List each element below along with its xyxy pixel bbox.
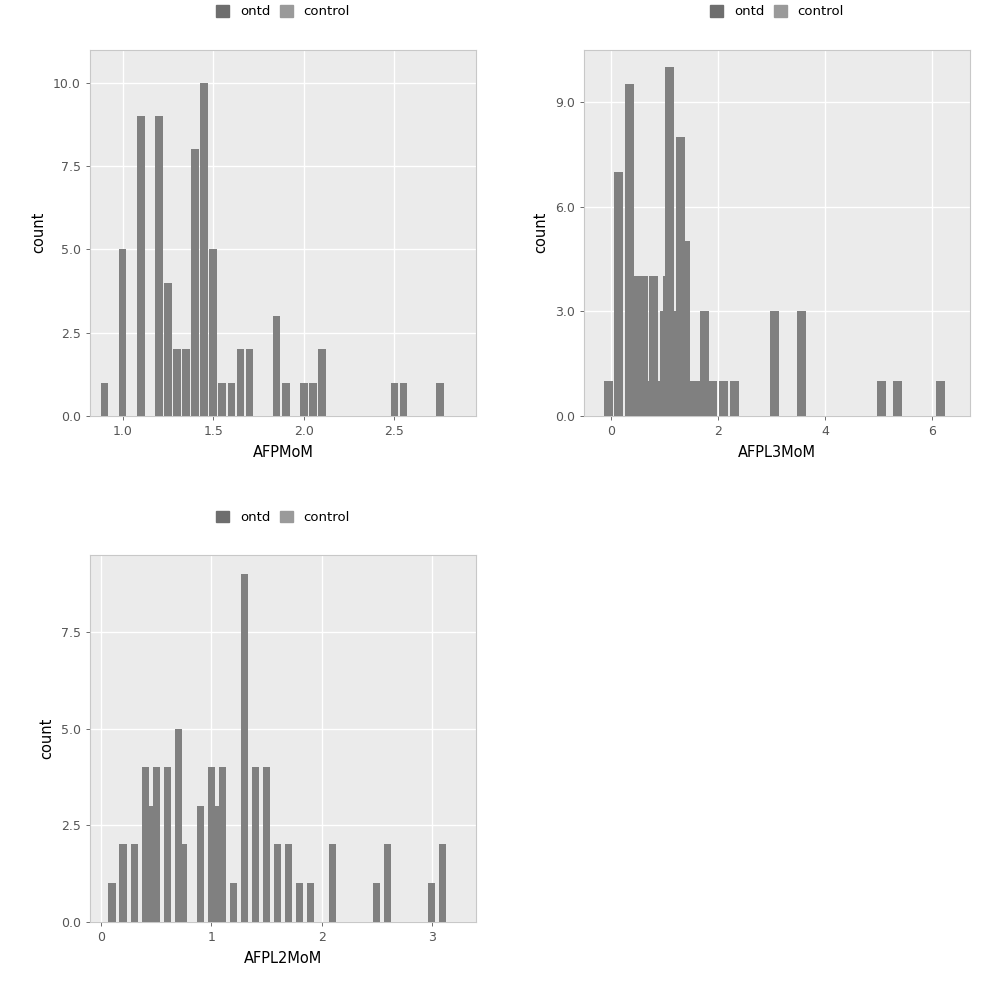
Bar	[101, 383, 108, 416]
Y-axis label: count: count	[39, 717, 54, 759]
Bar	[164, 767, 171, 922]
Bar	[391, 383, 398, 416]
Bar	[676, 137, 685, 416]
Bar	[252, 767, 259, 922]
Bar	[209, 250, 217, 416]
Bar	[893, 382, 902, 416]
Bar	[614, 171, 623, 416]
Bar	[671, 311, 680, 416]
X-axis label: AFPL2MoM: AFPL2MoM	[244, 950, 322, 965]
Bar	[400, 383, 407, 416]
Bar	[274, 844, 281, 922]
Bar	[175, 728, 182, 922]
Bar	[719, 382, 728, 416]
Bar	[296, 883, 303, 922]
Bar	[218, 383, 226, 416]
Bar	[230, 883, 237, 922]
Bar	[263, 767, 270, 922]
Bar	[213, 806, 220, 922]
Bar	[638, 276, 648, 416]
Bar	[137, 116, 145, 416]
Legend: ontd, control: ontd, control	[216, 5, 350, 18]
Bar	[329, 844, 336, 922]
Bar	[131, 844, 138, 922]
Bar	[730, 382, 739, 416]
Bar	[655, 382, 664, 416]
Bar	[228, 383, 235, 416]
Bar	[208, 767, 215, 922]
Bar	[936, 382, 945, 416]
Bar	[246, 350, 253, 416]
Bar	[877, 382, 886, 416]
X-axis label: AFPL3MoM: AFPL3MoM	[738, 445, 816, 460]
Bar	[649, 276, 658, 416]
Bar	[318, 350, 326, 416]
Bar	[689, 382, 698, 416]
Bar	[436, 383, 444, 416]
Bar	[180, 844, 187, 922]
Bar	[108, 883, 116, 922]
Bar	[625, 84, 634, 416]
Bar	[241, 575, 248, 922]
Bar	[307, 883, 314, 922]
Bar	[119, 250, 126, 416]
Bar	[200, 83, 208, 416]
Bar	[663, 276, 672, 416]
Bar	[770, 311, 779, 416]
Bar	[633, 276, 642, 416]
Bar	[797, 311, 806, 416]
Bar	[273, 316, 280, 416]
Bar	[191, 150, 199, 416]
Bar	[665, 67, 674, 416]
Bar	[660, 311, 669, 416]
Bar	[282, 383, 290, 416]
Bar	[373, 883, 380, 922]
Bar	[700, 311, 709, 416]
Bar	[439, 844, 446, 922]
Bar	[219, 767, 226, 922]
Bar	[142, 767, 149, 922]
Bar	[237, 350, 244, 416]
X-axis label: AFPMoM: AFPMoM	[253, 445, 313, 460]
Bar	[182, 350, 190, 416]
Bar	[428, 883, 435, 922]
Bar	[300, 383, 308, 416]
Bar	[173, 350, 181, 416]
Y-axis label: count: count	[31, 212, 46, 254]
Bar	[708, 382, 717, 416]
Bar	[164, 282, 172, 416]
Legend: ontd, control: ontd, control	[710, 5, 844, 18]
Bar	[147, 806, 154, 922]
Bar	[285, 844, 292, 922]
Bar	[695, 382, 704, 416]
Bar	[604, 382, 613, 416]
Bar	[197, 806, 204, 922]
Bar	[644, 382, 653, 416]
Bar	[384, 844, 391, 922]
Bar	[119, 844, 127, 922]
Bar	[155, 116, 163, 416]
Legend: ontd, control: ontd, control	[216, 510, 350, 524]
Bar	[681, 242, 690, 416]
Bar	[153, 767, 160, 922]
Y-axis label: count: count	[533, 212, 548, 254]
Bar	[309, 383, 317, 416]
